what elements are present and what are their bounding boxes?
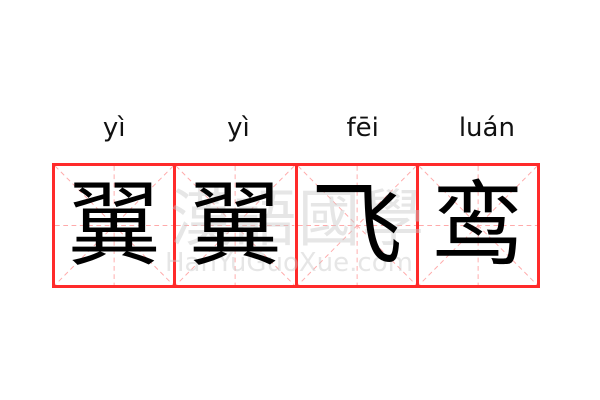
character-cell: 鸾	[415, 163, 540, 288]
character-grid: 翼 翼 飞 鸾	[52, 163, 549, 288]
guide-lines	[418, 166, 537, 285]
pinyin-1: yì	[102, 113, 126, 143]
guide-lines	[55, 166, 174, 285]
character-3: 飞	[310, 171, 403, 279]
guide-lines	[176, 166, 295, 285]
pinyin-2: yì	[227, 113, 250, 143]
pinyin-3: fēi	[346, 113, 379, 143]
character-2: 翼	[189, 171, 282, 279]
guide-lines	[297, 166, 416, 285]
pinyin-row: yì yì fēi luán	[52, 108, 549, 148]
character-cell: 翼	[52, 163, 177, 288]
character-1: 翼	[68, 171, 161, 279]
character-cell: 翼	[173, 163, 298, 288]
character-4: 鸾	[431, 171, 524, 279]
character-cell: 飞	[294, 163, 419, 288]
pinyin-4: luán	[458, 113, 515, 143]
